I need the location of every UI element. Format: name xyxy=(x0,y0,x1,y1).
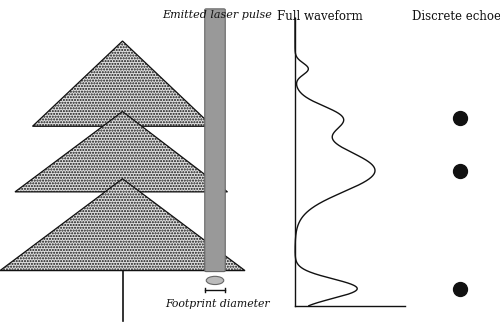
Text: Discrete echoes: Discrete echoes xyxy=(412,10,500,23)
FancyBboxPatch shape xyxy=(205,9,225,272)
Ellipse shape xyxy=(206,276,224,285)
Text: Full waveform: Full waveform xyxy=(277,10,363,23)
Polygon shape xyxy=(15,112,228,192)
Polygon shape xyxy=(0,179,245,271)
Polygon shape xyxy=(32,41,212,126)
Text: Emitted laser pulse: Emitted laser pulse xyxy=(162,10,272,20)
Text: Footprint diameter: Footprint diameter xyxy=(165,299,270,309)
